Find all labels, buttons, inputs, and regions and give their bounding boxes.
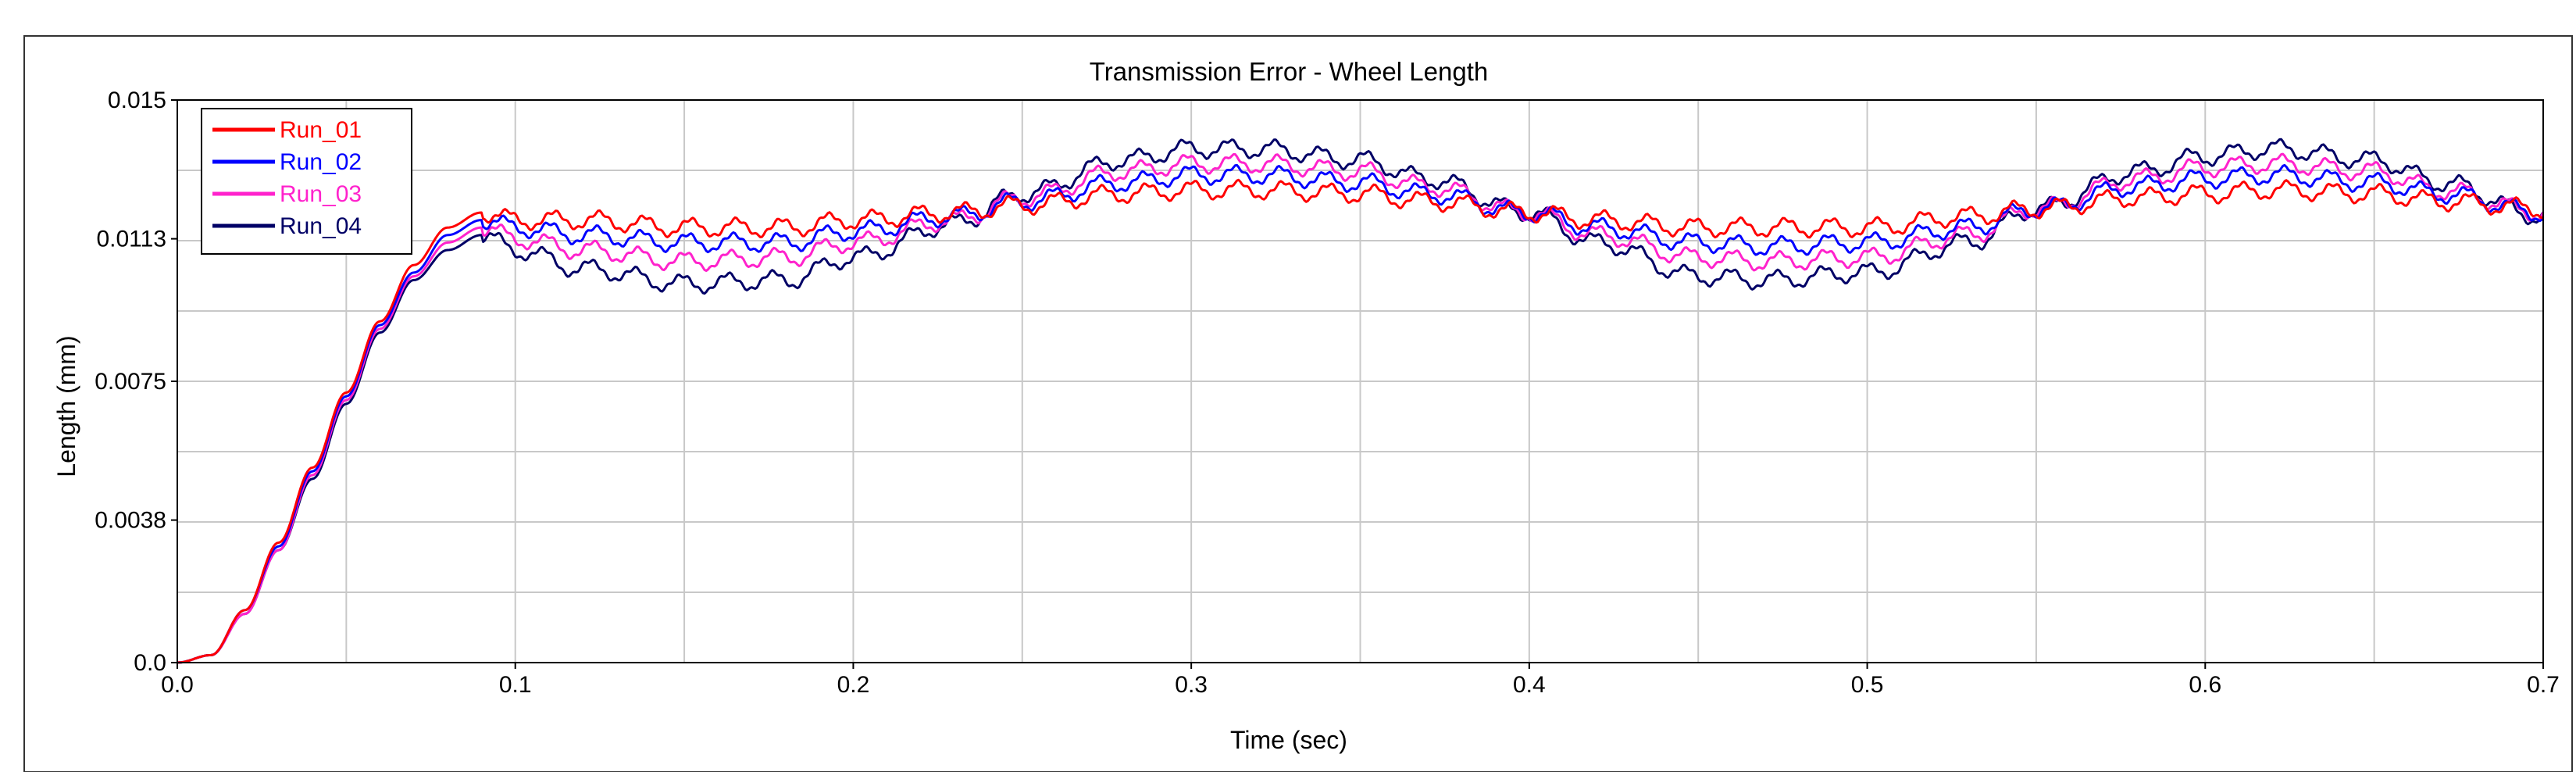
x-tick-label: 0.0 — [161, 672, 194, 698]
series-lines — [177, 138, 2545, 664]
series-line-run-01 — [177, 178, 2544, 664]
y-tick-label: 0.015 — [108, 88, 166, 113]
y-tick-label: 0.0038 — [95, 508, 166, 534]
series-line-run-04 — [177, 138, 2545, 664]
legend-label: Run_01 — [280, 117, 362, 143]
y-tick-label: 0.0 — [134, 650, 166, 676]
series-line-run-03 — [177, 152, 2545, 664]
x-axis-label: Time (sec) — [1230, 726, 1347, 754]
outer-frame — [23, 35, 2573, 772]
x-tick-label: 0.4 — [1513, 672, 1546, 698]
grid — [177, 100, 2543, 663]
y-tick-label: 0.0113 — [96, 227, 166, 252]
x-tick-label: 0.5 — [1851, 672, 1884, 698]
legend-label: Run_02 — [280, 149, 362, 175]
y-tick-label: 0.0075 — [95, 369, 166, 395]
legend-label: Run_04 — [280, 213, 362, 239]
x-tick-label: 0.7 — [2527, 672, 2560, 698]
legend-box — [201, 108, 412, 255]
axis-ticks: 0.0 0.1 0.2 0.3 0.4 0.5 0.6 0.7 0.0 0.0038 0.0075 0… — [95, 88, 2560, 698]
legend: Run_01 Run_02 Run_03 Run_04 — [201, 108, 412, 255]
series-line-run-02 — [177, 163, 2545, 664]
x-tick-label: 0.2 — [837, 672, 870, 698]
y-axis-label: Length (mm) — [52, 335, 80, 477]
x-tick-label: 0.3 — [1175, 672, 1208, 698]
legend-label: Run_03 — [280, 181, 362, 207]
x-tick-label: 0.1 — [499, 672, 532, 698]
x-tick-label: 0.6 — [2189, 672, 2221, 698]
chart-title: Transmission Error - Wheel Length — [1090, 57, 1488, 86]
